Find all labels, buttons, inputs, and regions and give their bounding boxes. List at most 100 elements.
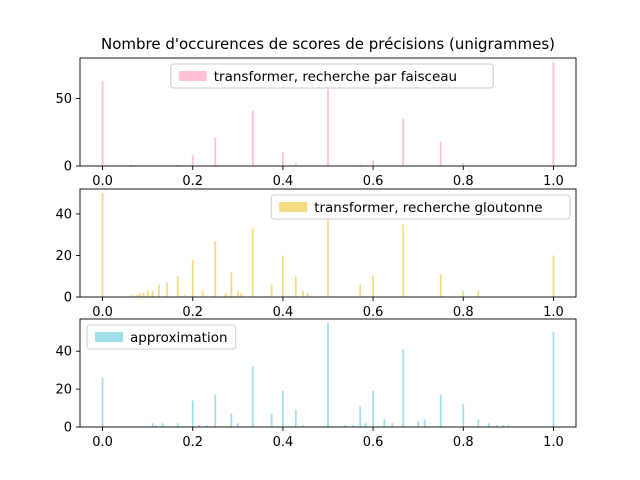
bar-2-16 bbox=[230, 272, 233, 297]
subplot-2: 0.0 0.2 0.4 0.6 0.8 1.0 0 20 40 transformer, rech… bbox=[55, 188, 577, 320]
bar-group bbox=[101, 193, 555, 297]
bar-1-7 bbox=[282, 152, 284, 166]
x-tick-label: 0.0 bbox=[92, 305, 113, 320]
bar-3-35 bbox=[552, 332, 555, 427]
y-tick-label: 0 bbox=[64, 421, 72, 436]
x-tick-label: 1.0 bbox=[543, 435, 564, 450]
bar-3-2 bbox=[151, 423, 154, 427]
bar-3-22 bbox=[372, 391, 374, 427]
legend-label: transformer, recherche gloutonne bbox=[314, 200, 542, 216]
bar-3-28 bbox=[439, 394, 442, 427]
legend-swatch bbox=[95, 332, 123, 342]
x-tick-label: 0.8 bbox=[453, 174, 474, 189]
bar-1-11 bbox=[372, 160, 374, 166]
x-tick-label: 0.4 bbox=[273, 305, 294, 320]
bar-3-5 bbox=[176, 423, 179, 427]
bar-3-29 bbox=[462, 404, 465, 427]
bar-2-25 bbox=[327, 213, 329, 297]
y-tick-label: 40 bbox=[55, 207, 72, 222]
legend: approximation bbox=[86, 324, 237, 350]
x-tick-label: 0.0 bbox=[92, 174, 113, 189]
bar-1-13 bbox=[439, 141, 442, 166]
bar-3-24 bbox=[391, 423, 394, 427]
legend: transformer, recherche gloutonne bbox=[270, 194, 571, 220]
x-tick-label: 0.6 bbox=[363, 305, 384, 320]
x-tick-label: 0.6 bbox=[363, 435, 384, 450]
x-tick-label: 0.4 bbox=[273, 435, 294, 450]
bar-3-33 bbox=[502, 425, 505, 427]
x-tick-label: 0.6 bbox=[363, 174, 384, 189]
x-tick-label: 0.2 bbox=[182, 305, 203, 320]
bar-2-23 bbox=[302, 290, 304, 297]
bar-3-30 bbox=[477, 419, 480, 427]
bar-2-18 bbox=[240, 292, 243, 297]
bar-2-2 bbox=[131, 294, 134, 297]
bar-1-9 bbox=[327, 89, 329, 166]
bar-3-1 bbox=[101, 377, 104, 427]
bar-3-3 bbox=[154, 425, 157, 427]
bar-1-2 bbox=[129, 164, 132, 166]
bar-1-4 bbox=[191, 155, 194, 166]
y-tick-label: 20 bbox=[55, 383, 72, 398]
legend-box bbox=[170, 63, 494, 89]
x-tick-label: 1.0 bbox=[543, 305, 564, 320]
bar-3-16 bbox=[302, 425, 304, 427]
bar-2-21 bbox=[282, 255, 284, 297]
legend-swatch bbox=[178, 71, 207, 81]
bar-3-34 bbox=[507, 425, 510, 427]
bar-2-19 bbox=[251, 228, 254, 297]
x-tick-label: 0.4 bbox=[273, 174, 294, 189]
bar-group bbox=[101, 322, 555, 427]
legend-label: approximation bbox=[130, 330, 228, 346]
y-tick-label: 0 bbox=[64, 291, 72, 306]
bar-2-15 bbox=[224, 292, 227, 297]
legend-swatch bbox=[279, 202, 308, 212]
bar-3-23 bbox=[383, 419, 386, 427]
bar-3-25 bbox=[402, 349, 405, 427]
x-tick-label: 1.0 bbox=[543, 174, 564, 189]
y-tick-label: 20 bbox=[55, 249, 72, 264]
bar-3-13 bbox=[270, 413, 273, 427]
bar-3-19 bbox=[352, 425, 354, 427]
bar-2-11 bbox=[183, 294, 186, 297]
legend: transformer, recherche par faisceau bbox=[170, 63, 494, 89]
bar-3-11 bbox=[236, 423, 239, 427]
bar-3-4 bbox=[161, 423, 164, 427]
y-tick-label: 0 bbox=[64, 160, 72, 175]
subplot-3: 0.0 0.2 0.4 0.6 0.8 1.0 0 20 40 approximation bbox=[55, 318, 577, 450]
bar-group bbox=[101, 62, 555, 166]
bar-2-27 bbox=[372, 276, 374, 297]
chart-title: Nombre d'occurences de scores de précisi… bbox=[101, 35, 555, 53]
legend-label: transformer, recherche par faisceau bbox=[214, 69, 457, 85]
bar-3-32 bbox=[496, 425, 498, 427]
bar-2-6 bbox=[146, 290, 149, 297]
bar-1-10 bbox=[359, 164, 362, 166]
bar-1-5 bbox=[214, 137, 217, 166]
bar-2-20 bbox=[270, 284, 273, 297]
bar-3-7 bbox=[198, 425, 201, 427]
bar-2-28 bbox=[402, 224, 405, 297]
bar-2-30 bbox=[462, 290, 465, 297]
bar-3-15 bbox=[294, 409, 297, 427]
bar-3-31 bbox=[488, 423, 490, 427]
bar-1-6 bbox=[251, 110, 254, 166]
bar-2-24 bbox=[306, 292, 309, 297]
x-tick-label: 0.0 bbox=[92, 435, 113, 450]
bar-1-14 bbox=[462, 163, 465, 166]
bar-2-8 bbox=[158, 284, 160, 297]
bar-2-12 bbox=[191, 259, 194, 297]
bar-3-12 bbox=[251, 366, 254, 427]
bar-1-3 bbox=[176, 164, 179, 166]
bar-2-13 bbox=[201, 290, 204, 297]
bar-3-21 bbox=[364, 423, 367, 427]
bar-2-1 bbox=[101, 193, 104, 297]
bar-3-9 bbox=[214, 394, 217, 427]
bar-3-17 bbox=[327, 322, 329, 427]
subplot-1: 0.0 0.2 0.4 0.6 0.8 1.0 0 50 transformer, recher… bbox=[55, 57, 577, 189]
bar-2-22 bbox=[294, 276, 297, 297]
x-tick-label: 0.8 bbox=[453, 435, 474, 450]
axes-frame bbox=[79, 188, 577, 298]
y-tick-label: 50 bbox=[55, 92, 72, 107]
y-tick-label: 40 bbox=[55, 345, 72, 360]
